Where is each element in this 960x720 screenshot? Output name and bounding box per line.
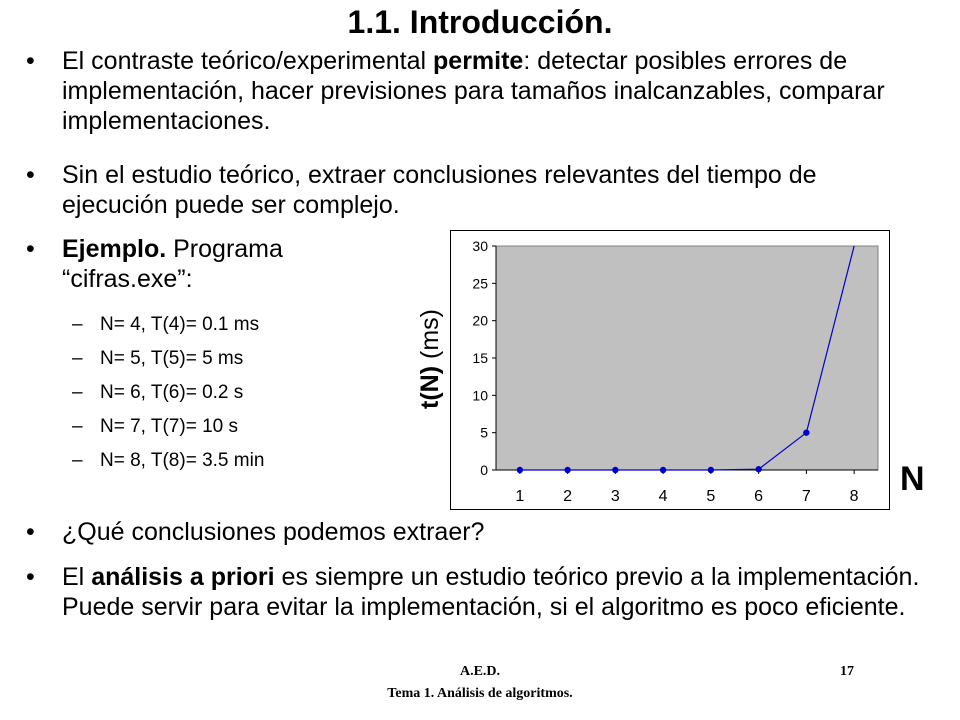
bullet-contraste: • El contraste teórico/experimental perm… — [26, 46, 922, 136]
bullet-estudio-teorico: • Sin el estudio teórico, extraer conclu… — [26, 160, 922, 220]
sub-item-text: N= 4, T(4)= 0.1 ms — [100, 314, 260, 335]
data-point — [755, 466, 762, 473]
sub-item-text: N= 8, T(8)= 3.5 min — [100, 450, 265, 471]
runtime-chart: 0 5 10 15 20 25 30 1 2 3 4 5 6 7 8 — [450, 230, 890, 510]
sub-item: – N= 6, T(6)= 0.2 s — [72, 382, 244, 404]
y-tick-label: 20 — [472, 313, 488, 329]
footer-course: A.E.D. — [459, 664, 501, 679]
bullet-ejemplo: • Ejemplo. Programa “cifras.exe”: — [26, 234, 362, 294]
plot-area — [495, 245, 879, 471]
bullet-symbol: • — [26, 161, 35, 189]
bullet-text: ¿Qué conclusiones podemos extraer? — [62, 518, 485, 546]
x-tick-label: 7 — [802, 488, 811, 505]
bullet-text: es siempre un estudio teórico previo a l… — [62, 563, 920, 621]
bullet-symbol: • — [26, 518, 35, 546]
dash-symbol: – — [72, 314, 83, 335]
bullet-symbol: • — [26, 235, 35, 263]
bullet-symbol: • — [26, 563, 35, 591]
sub-item-text: N= 5, T(5)= 5 ms — [100, 348, 244, 369]
y-tick-label: 30 — [472, 238, 488, 254]
bullet-text: El contraste teórico/experimental — [62, 47, 434, 75]
bullet-text: El — [62, 563, 92, 591]
footer-topic: Tema 1. Análisis de algoritmos. — [387, 686, 573, 701]
bullet-bold-text: Ejemplo. — [62, 235, 167, 263]
sub-item: – N= 4, T(4)= 0.1 ms — [72, 314, 260, 336]
dash-symbol: – — [72, 382, 83, 403]
y-tick-label: 10 — [472, 387, 488, 403]
bullet-bold-text: permite — [433, 47, 524, 75]
sub-item: – N= 5, T(5)= 5 ms — [72, 348, 244, 370]
dash-symbol: – — [72, 416, 83, 437]
sub-item: – N= 7, T(7)= 10 s — [72, 416, 238, 438]
sub-item-text: N= 6, T(6)= 0.2 s — [100, 382, 244, 403]
data-point — [707, 466, 715, 474]
y-axis-label-unit: (ms) — [416, 309, 444, 366]
bullet-symbol: • — [26, 47, 35, 75]
y-tick-label: 25 — [472, 275, 488, 291]
x-tick-label: 6 — [754, 488, 763, 505]
bullet-text: Programa “cifras.exe”: — [62, 235, 283, 293]
slide-title: 1.1. Introducción. — [347, 4, 613, 40]
data-point — [516, 466, 524, 474]
bullet-text: : detectar posibles errores de implement… — [62, 47, 885, 135]
y-axis-label: t(N) (ms) — [416, 309, 444, 409]
y-axis-label-bold: t(N) — [416, 366, 444, 409]
y-tick-label: 0 — [480, 462, 488, 478]
data-point — [612, 466, 619, 474]
data-point — [803, 429, 810, 436]
bullet-analisis-priori: • El análisis a priori es siempre un est… — [26, 562, 922, 622]
series-line — [519, 245, 855, 471]
dash-symbol: – — [72, 450, 83, 471]
x-axis-label: N — [900, 460, 925, 498]
x-tick-label: 5 — [706, 488, 715, 505]
svg-text:t(N) (ms): t(N) (ms) — [416, 309, 444, 409]
bullet-conclusiones: • ¿Qué conclusiones podemos extraer? — [26, 517, 922, 547]
y-tick-label: 5 — [480, 425, 488, 441]
x-tick-label: 1 — [515, 488, 524, 505]
x-tick-label: 4 — [659, 488, 668, 505]
data-point — [564, 466, 571, 474]
sub-item-text: N= 7, T(7)= 10 s — [100, 416, 238, 437]
bullet-bold-text: análisis a priori — [91, 563, 275, 591]
y-tick-label: 15 — [472, 350, 488, 366]
data-point — [659, 466, 667, 474]
sub-item: – N= 8, T(8)= 3.5 min — [72, 450, 265, 472]
x-tick-label: 3 — [611, 488, 620, 505]
dash-symbol: – — [72, 348, 83, 369]
x-tick-label: 2 — [563, 488, 572, 505]
x-tick-label: 8 — [850, 488, 859, 505]
page-number: 17 — [840, 664, 854, 679]
bullet-text: Sin el estudio teórico, extraer conclusi… — [62, 161, 817, 219]
